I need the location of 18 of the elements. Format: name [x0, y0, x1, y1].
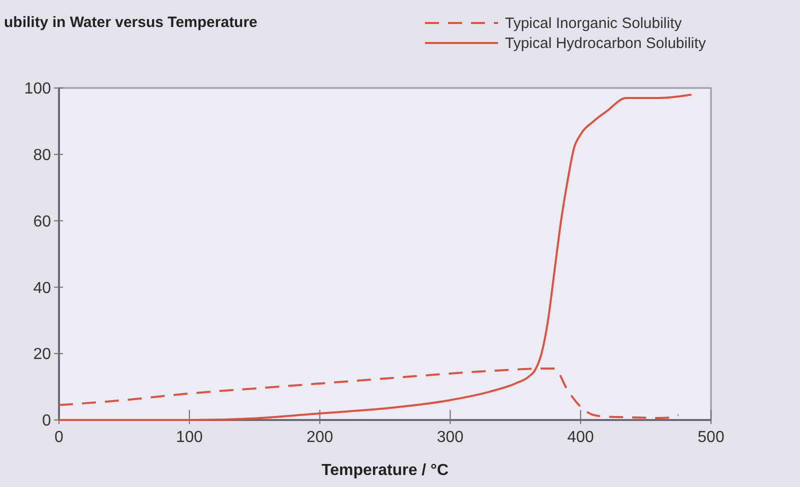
y-tick-label: 40	[33, 280, 52, 297]
x-tick-label: 100	[176, 429, 203, 446]
x-tick-label: 0	[54, 429, 64, 446]
line-series	[58, 368, 680, 420]
chart-title: ubility in Water versus Temperature	[4, 14, 258, 31]
y-tick-label: 60	[33, 213, 52, 230]
y-tick-label: 100	[24, 80, 52, 98]
x-tick-label: 400	[567, 429, 594, 446]
x-tick-label: 200	[306, 429, 334, 446]
line-series	[58, 94, 692, 421]
y-tick-label: 80	[33, 147, 52, 164]
y-tick-label: 0	[42, 412, 52, 430]
x-axis-title: Temperature / °C	[321, 462, 449, 479]
x-tick-label: 300	[436, 429, 464, 446]
legend-label: Typical Inorganic Solubility	[505, 15, 682, 32]
legend-label: Typical Hydrocarbon Solubility	[505, 35, 706, 52]
y-tick-label: 20	[33, 346, 52, 364]
x-tick-label: 500	[698, 429, 724, 446]
